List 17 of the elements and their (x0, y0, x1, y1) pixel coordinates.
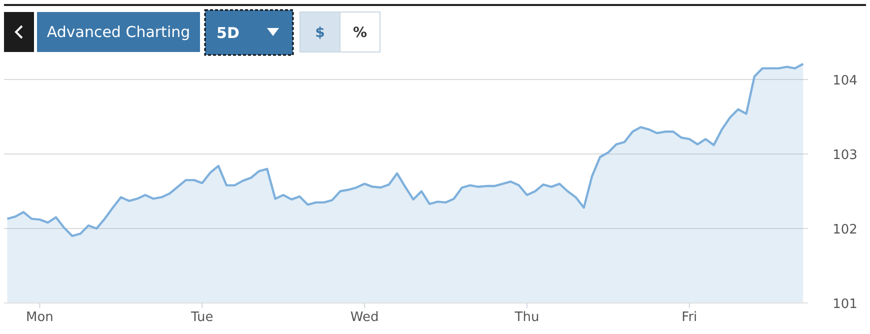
x-tick-label: Thu (514, 310, 540, 325)
annotation: 5D (216, 24, 240, 42)
y-tick-label: 104 (832, 74, 858, 88)
x-tick-label: Fri (682, 310, 698, 325)
x-tick-label: Mon (26, 310, 54, 325)
x-tick-label: Tue (190, 310, 214, 325)
dollar-toggle: $ (300, 12, 340, 52)
annotation: $ (315, 25, 325, 41)
y-tick-label: 102 (832, 222, 858, 238)
advanced-charting-button: Advanced Charting (37, 12, 200, 52)
annotation: Advanced Charting (46, 23, 190, 41)
y-tick-label: 101 (832, 297, 858, 312)
x-tick-label: Wed (350, 310, 379, 325)
annotation: % (352, 25, 368, 41)
percent-toggle: % (340, 12, 380, 52)
period-dropdown: 5D (204, 9, 294, 56)
y-tick-label: 103 (832, 148, 858, 163)
